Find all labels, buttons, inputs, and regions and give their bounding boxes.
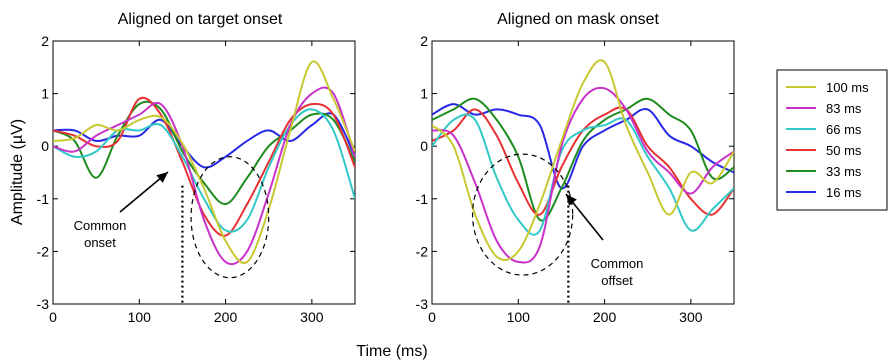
y-tick-label: 0 bbox=[420, 138, 428, 154]
y-tick-label: 2 bbox=[420, 33, 428, 49]
panel-target-onset: 0 100 200 300 2 1 0 -1 -2 -3 Common onset bbox=[37, 33, 356, 325]
legend-label: 50 ms bbox=[826, 143, 862, 158]
legend-item: 50 ms bbox=[786, 143, 862, 158]
y-tick-label: -1 bbox=[37, 191, 50, 207]
series-line-100-ms bbox=[53, 60, 355, 265]
y-tick-label: -2 bbox=[416, 243, 429, 259]
x-axis-label: Time (ms) bbox=[356, 343, 427, 360]
series-line-16-ms bbox=[53, 112, 355, 169]
y-tick-label: 1 bbox=[41, 86, 49, 102]
panel1-title: Aligned on target onset bbox=[118, 11, 283, 28]
series-group bbox=[432, 59, 734, 264]
highlight-circle bbox=[190, 156, 270, 279]
legend-item: 100 ms bbox=[786, 80, 869, 95]
series-line-33-ms bbox=[53, 100, 355, 206]
y-tick-label: -2 bbox=[37, 243, 50, 259]
legend-label: 16 ms bbox=[826, 185, 862, 200]
legend-label: 83 ms bbox=[826, 101, 862, 116]
x-tick-label: 100 bbox=[128, 309, 152, 325]
y-tick-label: -3 bbox=[37, 296, 50, 312]
legend-item: 16 ms bbox=[786, 185, 862, 200]
series-line-33-ms bbox=[432, 97, 734, 222]
annotation-label: offset bbox=[601, 273, 633, 288]
y-tick-label: 0 bbox=[41, 138, 49, 154]
x-tick-label: 0 bbox=[428, 309, 436, 325]
legend-item: 66 ms bbox=[786, 122, 862, 137]
plot-frame bbox=[431, 40, 735, 305]
panel2-title: Aligned on mask onset bbox=[497, 11, 659, 28]
y-tick-label: -1 bbox=[416, 191, 429, 207]
x-tick-label: 300 bbox=[300, 309, 324, 325]
series-line-100-ms bbox=[432, 59, 734, 261]
series-line-66-ms bbox=[53, 108, 355, 233]
legend-label: 33 ms bbox=[826, 164, 862, 179]
y-tick-label: 2 bbox=[41, 33, 49, 49]
x-tick-label: 100 bbox=[507, 309, 531, 325]
x-tick-label: 200 bbox=[593, 309, 617, 325]
x-tick-label: 300 bbox=[679, 309, 703, 325]
legend-box bbox=[776, 69, 888, 211]
y-tick-label: 1 bbox=[420, 86, 428, 102]
legend-label: 100 ms bbox=[826, 80, 869, 95]
series-group bbox=[53, 60, 355, 266]
x-tick-label: 200 bbox=[214, 309, 238, 325]
series-line-66-ms bbox=[432, 113, 734, 236]
x-tick-label: 0 bbox=[49, 309, 57, 325]
legend: 100 ms 83 ms 66 ms 50 ms 33 ms 16 ms bbox=[776, 69, 888, 211]
annotation-label: onset bbox=[84, 235, 116, 250]
legend-item: 33 ms bbox=[786, 164, 862, 179]
y-tick-label: -3 bbox=[416, 296, 429, 312]
highlight-circle bbox=[471, 153, 574, 276]
legend-label: 66 ms bbox=[826, 122, 862, 137]
series-line-83-ms bbox=[53, 86, 355, 266]
plot-frame bbox=[52, 40, 356, 305]
annotation-label: Common bbox=[591, 256, 644, 271]
panel-mask-onset: 0 100 200 300 2 1 0 -1 -2 -3 Common offset bbox=[416, 33, 735, 325]
annotation-arrowhead bbox=[566, 194, 577, 206]
annotation-arrowhead bbox=[156, 172, 168, 183]
y-axis-label: Amplitude (µV) bbox=[9, 119, 26, 225]
legend-item: 83 ms bbox=[786, 101, 862, 116]
annotation-label: Common bbox=[74, 218, 127, 233]
